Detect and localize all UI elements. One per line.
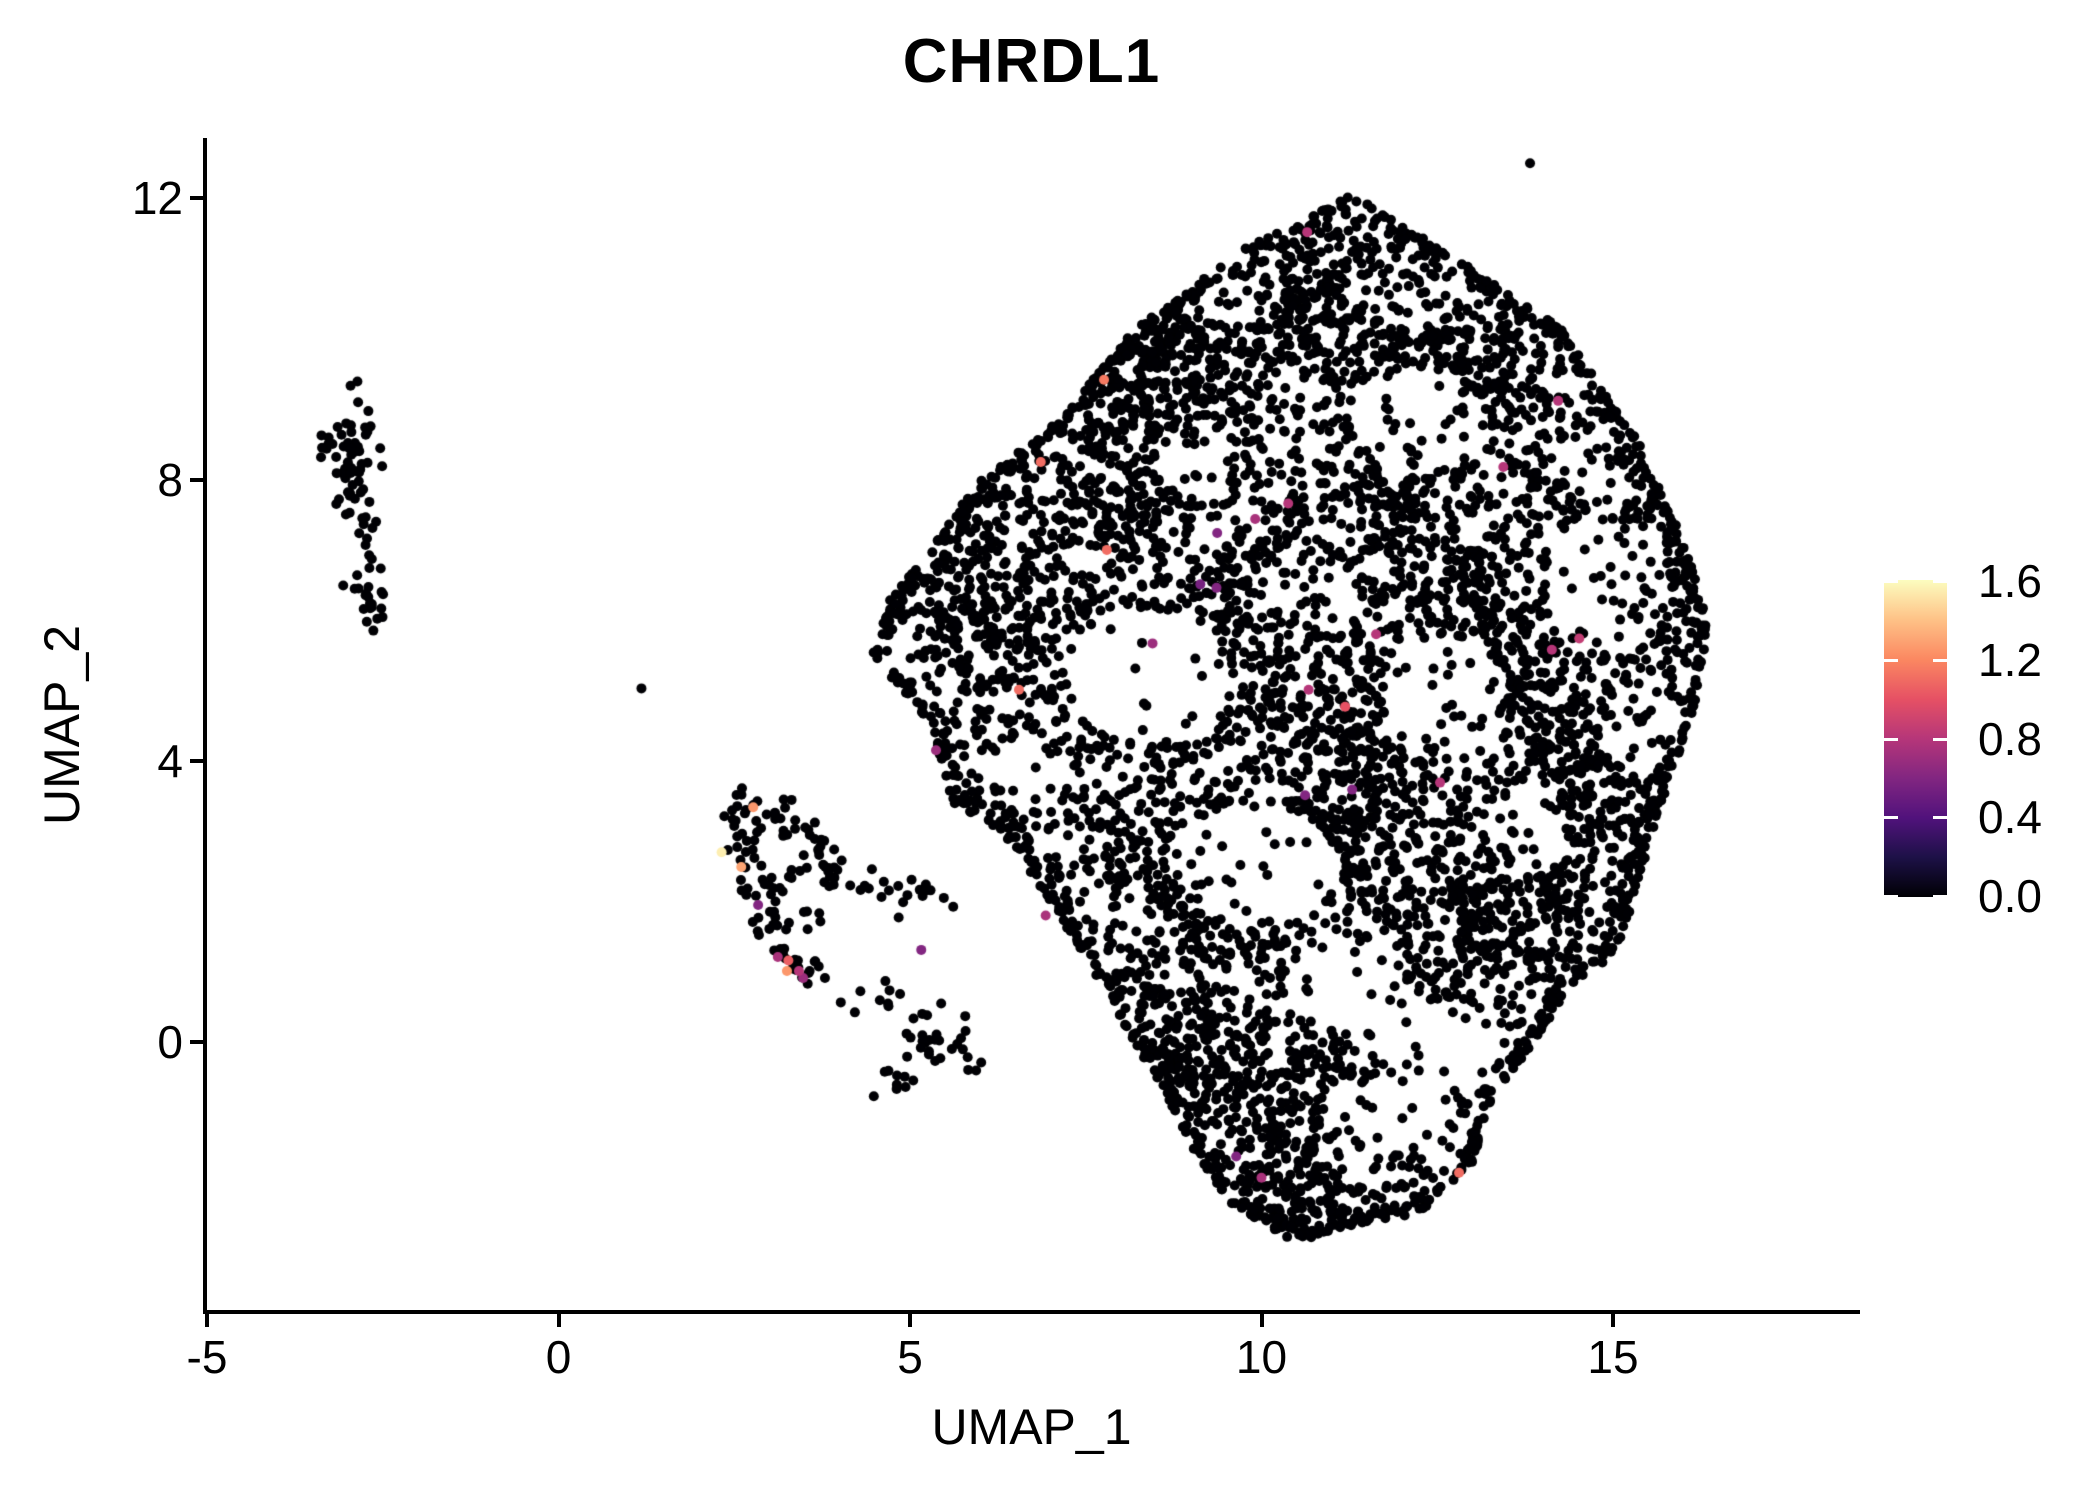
x-tick-label: 0 (545, 1331, 572, 1383)
colorbar-tick (1933, 580, 1947, 583)
plot-title: CHRDL1 (902, 27, 1161, 96)
x-tick-label: 5 (897, 1331, 923, 1383)
x-tick (205, 1314, 209, 1327)
x-tick (1259, 1314, 1264, 1327)
x-tick-label: -5 (186, 1331, 228, 1383)
x-axis-title: UMAP_1 (931, 1399, 1132, 1455)
colorbar-tick (1884, 816, 1898, 820)
colorbar-tick-label: 0.4 (1978, 791, 2042, 844)
colorbar-tick (1933, 658, 1947, 662)
colorbar-tick-label: 0.8 (1978, 712, 2042, 765)
x-tick (908, 1314, 912, 1327)
x-tick-label: 15 (1587, 1331, 1639, 1383)
x-tick (1611, 1314, 1615, 1327)
y-tick (190, 196, 203, 201)
colorbar-tick (1933, 895, 1947, 898)
colorbar-tick (1884, 895, 1898, 898)
y-tick-label: 12 (131, 172, 183, 225)
y-tick-label: 8 (157, 453, 183, 506)
colorbar-tick-label: 0.0 (1978, 870, 2042, 922)
y-tick (190, 758, 203, 763)
colorbar-tick (1933, 816, 1947, 820)
colorbar-tick-label: 1.6 (1978, 555, 2042, 607)
y-tick (190, 1040, 203, 1044)
x-axis-line (203, 1310, 1860, 1314)
y-tick (190, 477, 203, 482)
y-axis-line (203, 138, 207, 1314)
y-tick-label: 4 (157, 734, 183, 787)
y-tick-label: 0 (157, 1016, 183, 1068)
y-axis-title: UMAP_2 (34, 624, 90, 826)
colorbar-tick (1933, 737, 1947, 741)
colorbar-tick-label: 1.2 (1978, 633, 2042, 686)
expression-colorbar (1884, 580, 1947, 898)
colorbar-tick (1884, 737, 1898, 741)
colorbar-tick (1884, 580, 1898, 583)
x-tick-label: 10 (1235, 1331, 1288, 1383)
colorbar-tick (1884, 658, 1898, 662)
x-tick (556, 1314, 561, 1327)
